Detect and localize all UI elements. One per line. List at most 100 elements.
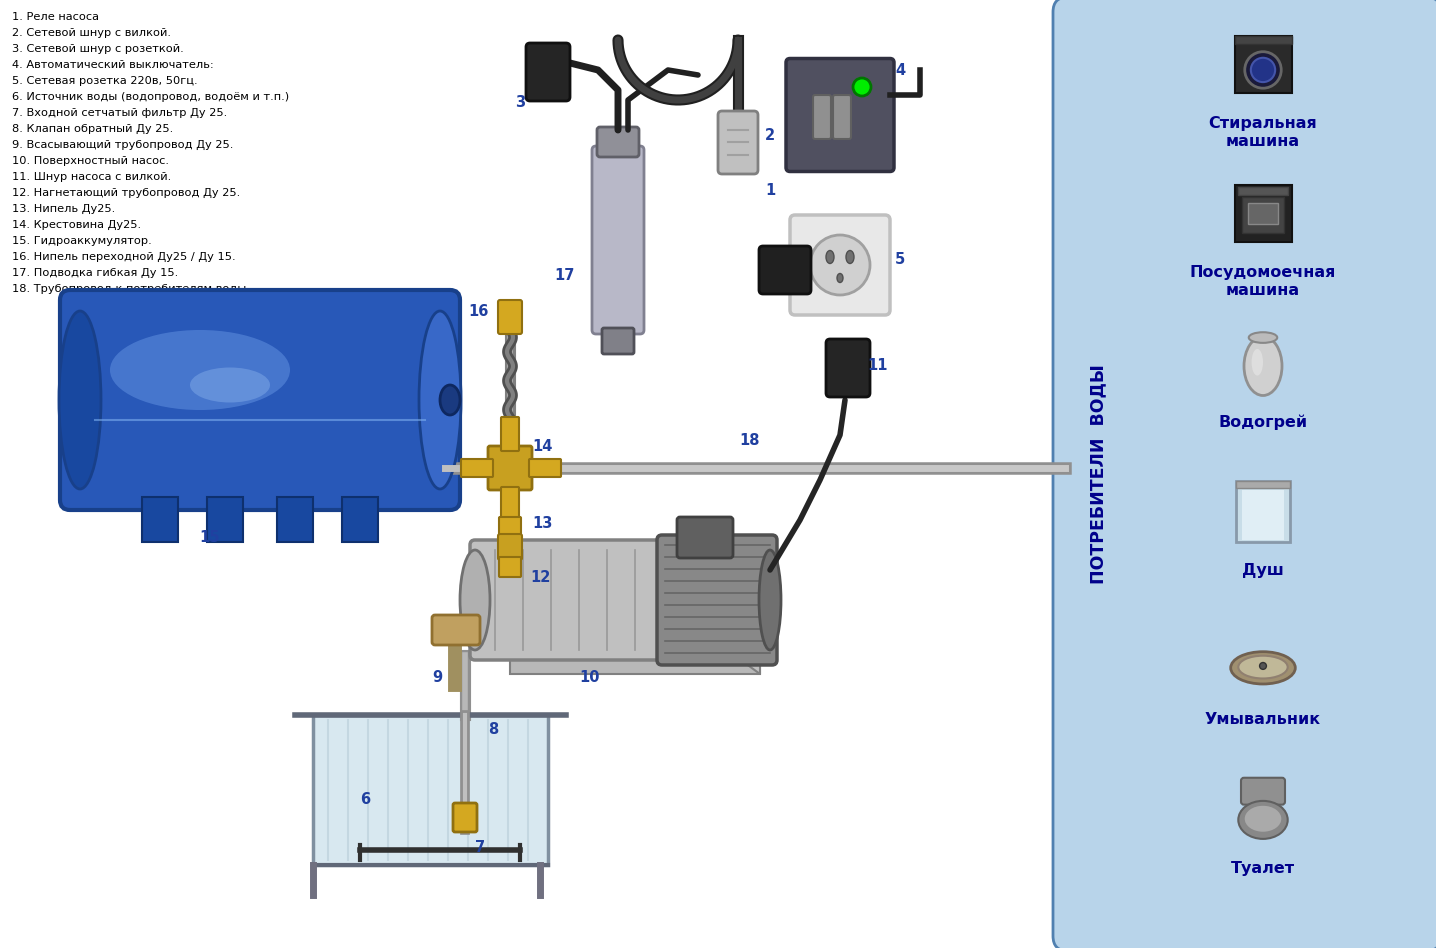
Text: 10. Поверхностный насос.: 10. Поверхностный насос. [11,156,169,166]
FancyBboxPatch shape [501,417,518,451]
FancyBboxPatch shape [277,497,313,542]
Text: 18. Трубопровод к потребителям воды.: 18. Трубопровод к потребителям воды. [11,284,250,294]
Text: 9. Всасывающий трубопровод Ду 25.: 9. Всасывающий трубопровод Ду 25. [11,140,234,150]
Ellipse shape [837,274,843,283]
FancyBboxPatch shape [498,534,523,560]
Text: Туалет: Туалет [1231,861,1295,876]
FancyBboxPatch shape [602,328,635,354]
Text: Посудомоечная
машина: Посудомоечная машина [1190,265,1335,298]
Text: 4. Автоматический выключатель:: 4. Автоматический выключатель: [11,60,214,70]
FancyBboxPatch shape [760,246,811,294]
FancyBboxPatch shape [785,59,895,172]
FancyBboxPatch shape [592,146,643,334]
Ellipse shape [1231,651,1295,684]
Text: 15: 15 [200,531,220,545]
FancyBboxPatch shape [676,517,732,558]
Text: 13: 13 [531,516,553,531]
Ellipse shape [59,311,101,489]
Text: 5: 5 [895,252,905,267]
Circle shape [853,78,872,96]
FancyBboxPatch shape [498,517,521,537]
Ellipse shape [1252,349,1264,375]
Text: 13. Нипель Ду25.: 13. Нипель Ду25. [11,204,115,214]
Text: 6. Источник воды (водопровод, водоём и т.п.): 6. Источник воды (водопровод, водоём и т… [11,92,289,102]
Ellipse shape [1244,805,1282,832]
FancyBboxPatch shape [1236,481,1290,541]
Ellipse shape [760,550,781,650]
FancyBboxPatch shape [501,487,518,519]
Text: 7. Входной сетчатый фильтр Ду 25.: 7. Входной сетчатый фильтр Ду 25. [11,108,227,118]
FancyBboxPatch shape [1235,36,1291,45]
Ellipse shape [190,368,270,403]
Ellipse shape [846,250,854,264]
FancyBboxPatch shape [833,95,852,139]
Circle shape [810,235,870,295]
Ellipse shape [826,250,834,264]
Text: 18: 18 [740,432,760,447]
FancyBboxPatch shape [461,459,493,477]
Text: 3: 3 [516,95,526,110]
Text: 3. Сетевой шнур с розеткой.: 3. Сетевой шнур с розеткой. [11,44,184,54]
FancyBboxPatch shape [1242,490,1284,539]
FancyBboxPatch shape [1235,185,1291,242]
Text: Умывальник: Умывальник [1205,712,1321,727]
Text: 2: 2 [765,127,775,142]
FancyBboxPatch shape [528,459,561,477]
Text: Душ: Душ [1242,563,1284,578]
Text: 14: 14 [531,439,553,453]
Text: 14. Крестовина Ду25.: 14. Крестовина Ду25. [11,220,141,230]
Text: 15. Гидроаккумулятор.: 15. Гидроаккумулятор. [11,236,152,246]
FancyBboxPatch shape [1236,481,1290,487]
Text: 8. Клапан обратный Ду 25.: 8. Клапан обратный Ду 25. [11,124,174,134]
FancyBboxPatch shape [526,43,570,101]
FancyBboxPatch shape [470,540,671,660]
FancyBboxPatch shape [452,803,477,832]
Ellipse shape [460,550,490,650]
Text: 16. Нипель переходной Ду25 / Ду 15.: 16. Нипель переходной Ду25 / Ду 15. [11,252,236,262]
FancyBboxPatch shape [498,557,521,577]
Circle shape [1251,58,1275,82]
Text: 2. Сетевой шнур с вилкой.: 2. Сетевой шнур с вилкой. [11,28,171,38]
Ellipse shape [439,385,460,415]
FancyBboxPatch shape [510,652,760,674]
Ellipse shape [1244,337,1282,395]
Text: Стиральная
машина: Стиральная машина [1209,117,1317,149]
FancyBboxPatch shape [142,497,178,542]
Polygon shape [729,652,760,674]
FancyBboxPatch shape [1238,187,1288,195]
Text: 16: 16 [468,304,488,319]
FancyBboxPatch shape [1241,777,1285,805]
Text: 12. Нагнетающий трубопровод Ду 25.: 12. Нагнетающий трубопровод Ду 25. [11,188,240,198]
Ellipse shape [419,311,461,489]
FancyBboxPatch shape [1242,197,1284,233]
FancyBboxPatch shape [432,615,480,645]
FancyBboxPatch shape [826,339,870,397]
Ellipse shape [1249,332,1277,343]
Ellipse shape [1238,656,1288,679]
FancyBboxPatch shape [597,127,639,157]
FancyBboxPatch shape [1053,0,1436,948]
Text: 11: 11 [867,357,889,373]
FancyBboxPatch shape [813,95,831,139]
Text: 12: 12 [530,571,550,586]
FancyBboxPatch shape [718,111,758,174]
FancyBboxPatch shape [790,215,890,315]
Text: 1. Реле насоса: 1. Реле насоса [11,12,99,22]
Text: 17: 17 [554,267,576,283]
Text: 1: 1 [765,183,775,197]
FancyBboxPatch shape [488,446,531,490]
FancyBboxPatch shape [342,497,378,542]
FancyBboxPatch shape [498,300,523,334]
Text: Водогрей: Водогрей [1218,414,1308,429]
FancyBboxPatch shape [658,535,777,665]
Circle shape [1245,52,1281,88]
Text: 17. Подводка гибкая Ду 15.: 17. Подводка гибкая Ду 15. [11,268,178,278]
Text: 5. Сетевая розетка 220в, 50гц.: 5. Сетевая розетка 220в, 50гц. [11,76,198,86]
Text: 8: 8 [488,722,498,738]
Ellipse shape [111,330,290,410]
Text: 10: 10 [580,670,600,685]
Text: 11. Шнур насоса с вилкой.: 11. Шнур насоса с вилкой. [11,172,171,182]
FancyBboxPatch shape [313,715,547,865]
FancyBboxPatch shape [1248,203,1278,224]
Text: 9: 9 [432,670,442,685]
